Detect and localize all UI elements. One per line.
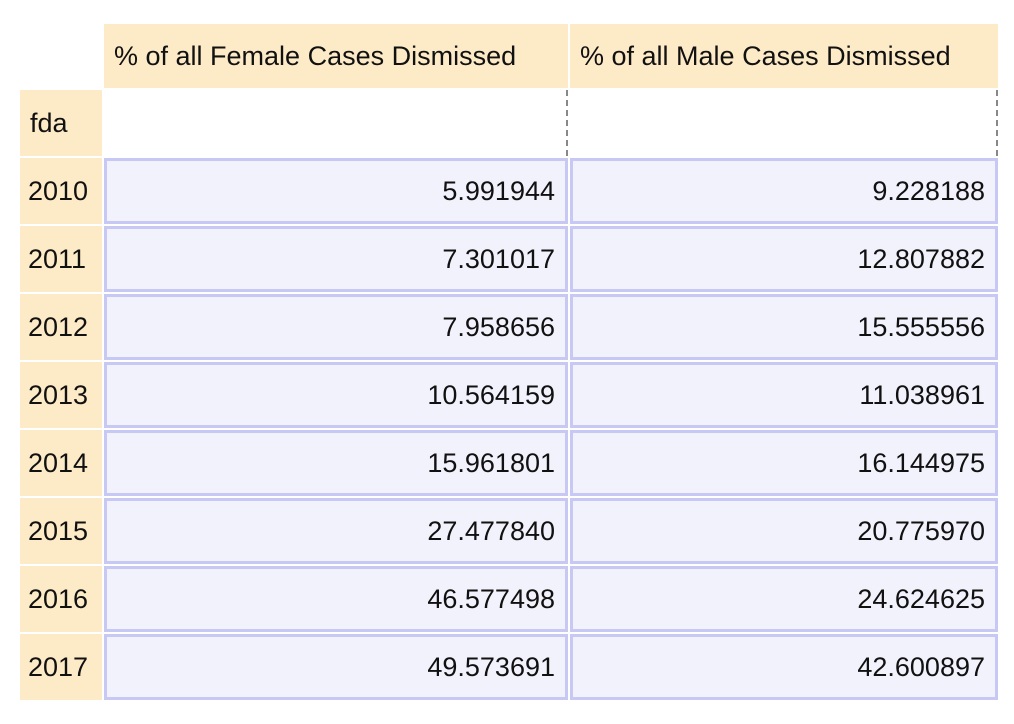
index-name-row: fda xyxy=(20,90,998,156)
column-header-row: % of all Female Cases Dismissed % of all… xyxy=(20,24,998,88)
index-name-header[interactable]: fda xyxy=(20,90,102,156)
table-row: 2013 10.564159 11.038961 xyxy=(20,362,998,428)
row-header-year[interactable]: 2016 xyxy=(20,566,102,632)
table-row: 2016 46.577498 24.624625 xyxy=(20,566,998,632)
table-row: 2014 15.961801 16.144975 xyxy=(20,430,998,496)
row-header-year[interactable]: 2010 xyxy=(20,158,102,224)
cell-female[interactable]: 10.564159 xyxy=(104,362,568,428)
row-header-year[interactable]: 2017 xyxy=(20,634,102,700)
index-name-blank-male xyxy=(570,90,998,156)
cell-male[interactable]: 9.228188 xyxy=(570,158,998,224)
cell-male[interactable]: 20.775970 xyxy=(570,498,998,564)
cell-female[interactable]: 5.991944 xyxy=(104,158,568,224)
row-header-year[interactable]: 2011 xyxy=(20,226,102,292)
table-row: 2015 27.477840 20.775970 xyxy=(20,498,998,564)
table-row: 2012 7.958656 15.555556 xyxy=(20,294,998,360)
dataframe-table: % of all Female Cases Dismissed % of all… xyxy=(18,22,1000,702)
cell-female[interactable]: 7.301017 xyxy=(104,226,568,292)
row-header-year[interactable]: 2015 xyxy=(20,498,102,564)
row-header-year[interactable]: 2013 xyxy=(20,362,102,428)
dataframe-container: % of all Female Cases Dismissed % of all… xyxy=(18,22,1000,702)
index-name-blank-female xyxy=(104,90,568,156)
cell-male[interactable]: 16.144975 xyxy=(570,430,998,496)
cell-male[interactable]: 15.555556 xyxy=(570,294,998,360)
column-header-female[interactable]: % of all Female Cases Dismissed xyxy=(104,24,568,88)
cell-male[interactable]: 11.038961 xyxy=(570,362,998,428)
column-header-male[interactable]: % of all Male Cases Dismissed xyxy=(570,24,998,88)
cell-female[interactable]: 49.573691 xyxy=(104,634,568,700)
cell-female[interactable]: 46.577498 xyxy=(104,566,568,632)
cell-female[interactable]: 7.958656 xyxy=(104,294,568,360)
table-row: 2011 7.301017 12.807882 xyxy=(20,226,998,292)
corner-cell xyxy=(20,24,102,88)
cell-male[interactable]: 24.624625 xyxy=(570,566,998,632)
row-header-year[interactable]: 2012 xyxy=(20,294,102,360)
cell-male[interactable]: 12.807882 xyxy=(570,226,998,292)
row-header-year[interactable]: 2014 xyxy=(20,430,102,496)
table-row: 2017 49.573691 42.600897 xyxy=(20,634,998,700)
cell-female[interactable]: 15.961801 xyxy=(104,430,568,496)
table-row: 2010 5.991944 9.228188 xyxy=(20,158,998,224)
cell-female[interactable]: 27.477840 xyxy=(104,498,568,564)
table-body: 2010 5.991944 9.228188 2011 7.301017 12.… xyxy=(20,158,998,700)
cell-male[interactable]: 42.600897 xyxy=(570,634,998,700)
